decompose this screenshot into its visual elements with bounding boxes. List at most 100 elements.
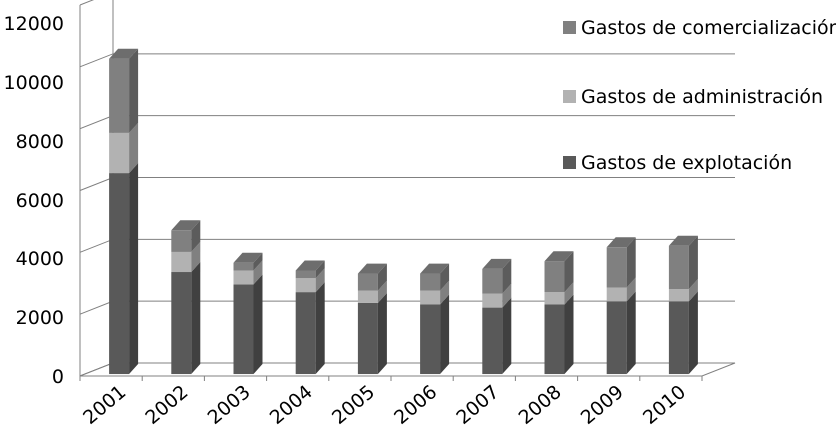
bar-segment-side (315, 268, 325, 293)
x-tick-label: 2007 (452, 381, 503, 429)
bar-segment-side (191, 241, 201, 273)
bar-segment-front (109, 173, 130, 375)
bar-segment-side (253, 260, 263, 285)
x-tick-label: 2006 (390, 381, 441, 429)
bar-stack-2009 (606, 237, 636, 375)
bar-segment-side (440, 280, 450, 305)
bar-segment-front (171, 251, 192, 273)
legend-label-comercializacion: Gastos de comercialización (581, 17, 836, 39)
bar-top (233, 252, 263, 263)
bar-segment-side (564, 282, 574, 305)
bar-segment-side (626, 291, 636, 375)
bar-segment-side (626, 277, 636, 302)
bar-segment-side (688, 235, 698, 290)
y-tick-label: 2000 (16, 307, 64, 329)
x-tick-label: 2009 (577, 381, 628, 429)
x-tick-label: 2002 (141, 381, 192, 429)
bar-segment-front (668, 289, 689, 302)
bar-segment-front (295, 292, 316, 375)
gridline (79, 115, 735, 130)
gridline (79, 177, 735, 191)
x-tick-label: 2001 (79, 381, 130, 429)
bar-segment-front (544, 304, 565, 375)
bar-segment-front (668, 301, 689, 375)
bar-segment-front (295, 270, 316, 279)
bar-top (295, 260, 325, 271)
legend-label-administracion: Gastos de administración (581, 86, 823, 108)
bar-top (171, 220, 201, 231)
y-tick-label: 12000 (4, 13, 64, 35)
x-tick-label: 2010 (639, 381, 690, 429)
bar-stack-2007 (482, 258, 512, 375)
legend: Gastos de comercialización Gastos de adm… (563, 17, 836, 174)
bar-segment-front (482, 293, 503, 308)
bar-stack-2006 (420, 263, 450, 375)
gridline (79, 0, 95, 6)
y-tick-label: 8000 (16, 131, 64, 153)
y-axis-ticks: 0 2000 4000 6000 8000 10000 12000 (4, 13, 64, 388)
y-tick-label: 6000 (16, 190, 64, 212)
bar-segment-front (668, 245, 689, 290)
bar-segment-front (420, 290, 441, 305)
bar-stack-2010 (668, 235, 698, 375)
bar-segment-side (377, 292, 387, 375)
bar-stack-2005 (357, 263, 387, 375)
bar-segment-side (129, 163, 139, 375)
bar-segment-front (357, 290, 378, 303)
bar-stack-2008 (544, 251, 574, 375)
bar-top (357, 263, 387, 274)
bar-segment-front (357, 302, 378, 375)
bar-segment-side (688, 291, 698, 375)
bar-segment-front (420, 304, 441, 375)
bar-segment-front (109, 58, 130, 133)
legend-label-explotacion: Gastos de explotación (581, 152, 792, 174)
bar-segment-side (253, 274, 263, 375)
bar-top (109, 48, 139, 59)
bar-segment-front (482, 268, 503, 294)
bar-segment-side (129, 48, 139, 133)
bar-segment-side (253, 252, 263, 271)
bar-segment-front (233, 284, 254, 375)
bar-segment-front (606, 247, 627, 288)
bar-segment-front (109, 132, 130, 174)
bar-segment-front (420, 273, 441, 291)
bar-segment-front (171, 272, 192, 375)
y-tick-label: 0 (52, 366, 64, 388)
bar-segment-front (171, 230, 192, 252)
bar-segment-side (564, 251, 574, 293)
bar-segment-side (502, 283, 512, 308)
legend-swatch-administracion (563, 90, 576, 103)
bar-segment-front (606, 301, 627, 375)
bar-top (668, 235, 698, 246)
bar-segment-side (377, 263, 387, 291)
bar-segment-side (440, 263, 450, 291)
y-tick-label: 10000 (4, 72, 64, 94)
bars (109, 48, 698, 375)
bar-segment-side (129, 122, 139, 174)
gridline (79, 53, 735, 68)
bar-stack-2004 (295, 260, 325, 375)
bar-segment-front (606, 287, 627, 302)
bar-stack-2003 (233, 252, 263, 375)
bar-segment-side (315, 282, 325, 375)
bar-segment-side (377, 280, 387, 303)
bar-segment-front (233, 262, 254, 271)
bar-top (482, 258, 512, 269)
bar-segment-side (688, 279, 698, 302)
x-axis-ticks: 2001 2002 2003 2004 2005 2006 2007 2008 2009 2010 (79, 381, 690, 429)
bar-segment-side (502, 297, 512, 375)
bar-segment-side (502, 258, 512, 294)
legend-swatch-comercializacion (563, 21, 576, 34)
bar-segment-front (544, 292, 565, 305)
x-tick-label: 2005 (328, 381, 379, 429)
bar-segment-side (191, 262, 201, 375)
bar-segment-side (191, 220, 201, 252)
x-tick-label: 2008 (515, 381, 566, 429)
side-wall (79, 0, 114, 377)
bar-segment-side (564, 294, 574, 375)
bar-segment-front (482, 307, 503, 375)
bar-top (544, 251, 574, 262)
bar-segment-side (626, 237, 636, 288)
x-tick-label: 2003 (204, 381, 255, 429)
